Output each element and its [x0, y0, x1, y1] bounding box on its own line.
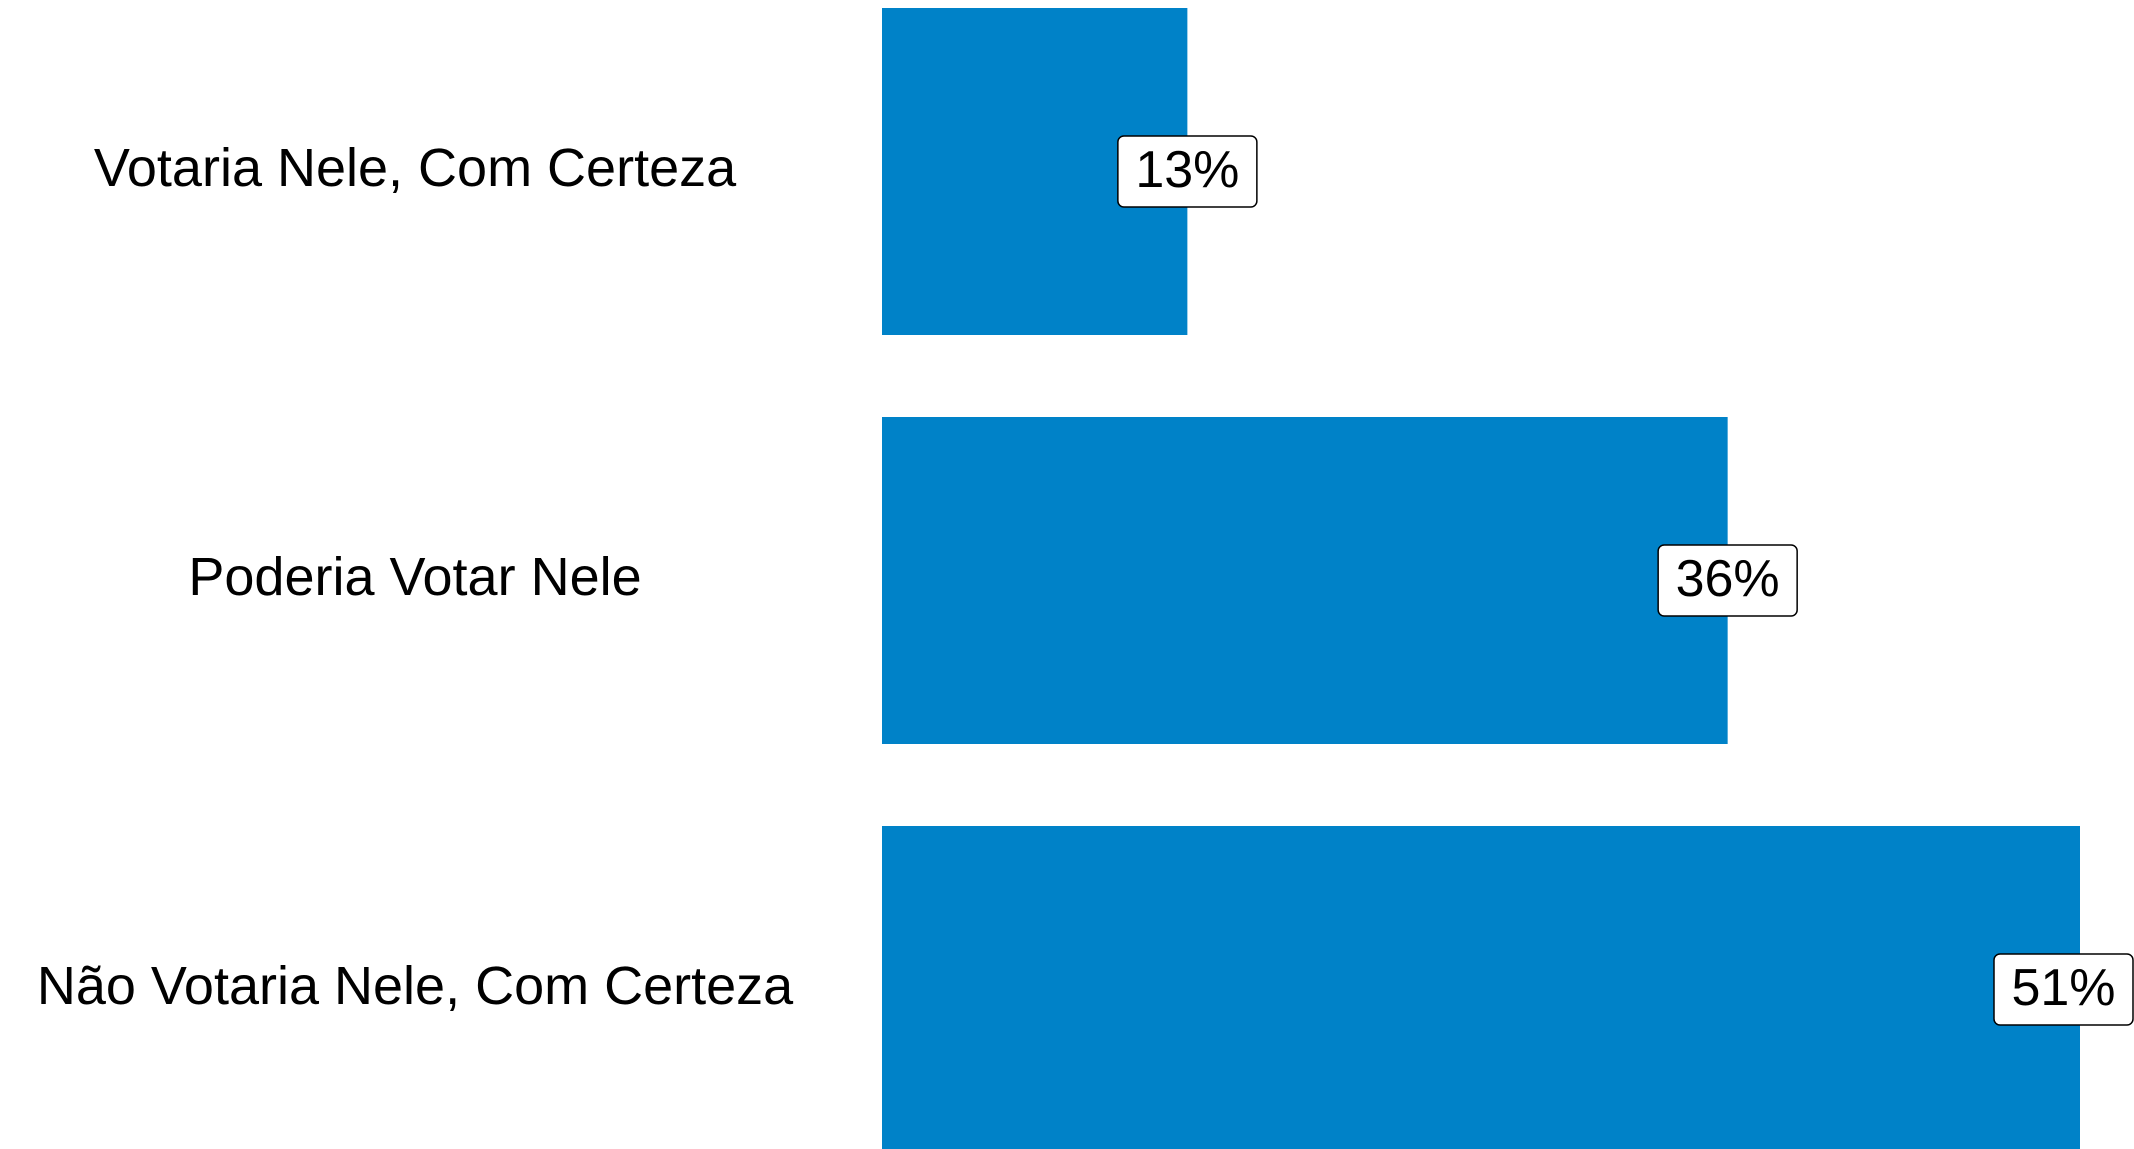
value-label: 51%: [2011, 959, 2115, 1017]
category-label: Poderia Votar Nele: [188, 547, 641, 607]
bar: [882, 417, 1728, 744]
value-label-box: [1657, 544, 1798, 617]
category-label: Não Votaria Nele, Com Certeza: [37, 956, 794, 1016]
value-label: 36%: [1676, 550, 1780, 608]
value-label-box: [1117, 135, 1258, 208]
bar: [882, 826, 2080, 1149]
value-label: 13%: [1135, 141, 1239, 199]
category-label: Votaria Nele, Com Certeza: [94, 138, 737, 198]
value-label-box: [1993, 953, 2134, 1026]
